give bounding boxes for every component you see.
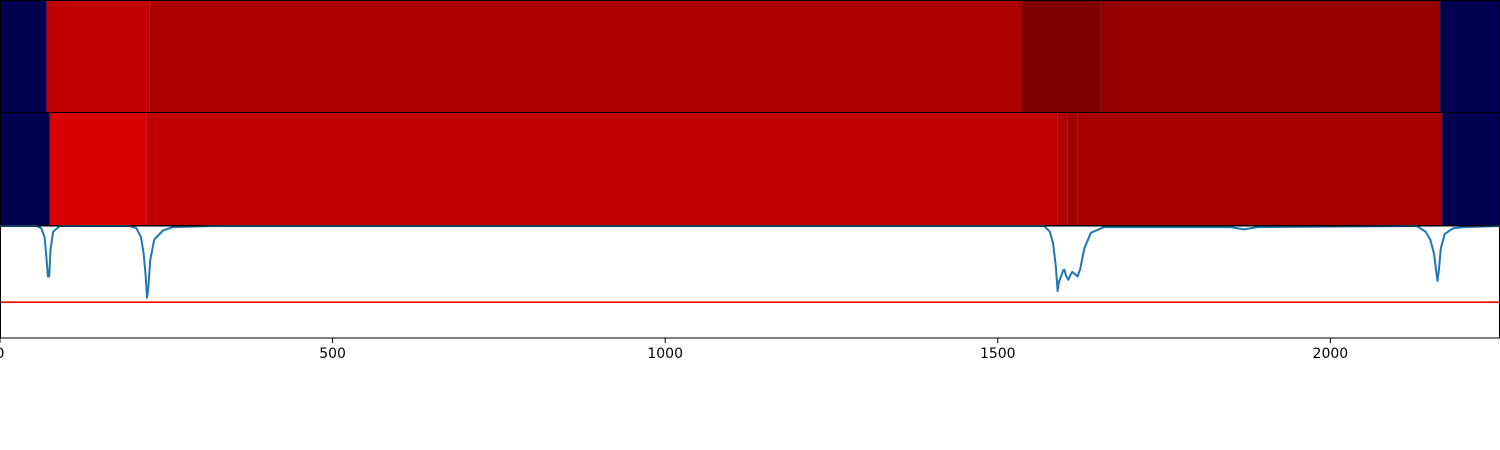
heatmap-segment-3	[1021, 1, 1101, 112]
x-tick-label: 1000	[647, 346, 683, 362]
heatmap-segment-0	[0, 1, 47, 112]
heatmap-segment-1	[46, 1, 150, 112]
heatmap-segment-0	[0, 113, 50, 225]
plot-background	[0, 226, 1500, 338]
heatmap-segment-3	[1057, 113, 1068, 225]
heatmap-segment-1	[49, 113, 147, 225]
line-panel-bottom	[0, 225, 1500, 339]
x-tick-label: 0	[0, 346, 4, 362]
x-tick-label: 500	[319, 346, 346, 362]
heatmap-panel-top	[0, 0, 1500, 113]
heatmap-segment-5	[1440, 1, 1500, 112]
heatmap-segment-2	[149, 1, 1022, 112]
heatmap-segment-6	[1442, 113, 1500, 225]
heatmap-segment-5	[1077, 113, 1443, 225]
x-tick-label: 1500	[980, 346, 1016, 362]
heatmap-segment-4	[1100, 1, 1441, 112]
x-axis: 0 500 1000 1500 2000	[0, 338, 1348, 362]
heatmap-segment-2	[146, 113, 1058, 225]
x-tick-label: 2000	[1313, 346, 1349, 362]
heatmap-segment-4	[1067, 113, 1078, 225]
heatmap-panel-middle	[0, 112, 1500, 226]
